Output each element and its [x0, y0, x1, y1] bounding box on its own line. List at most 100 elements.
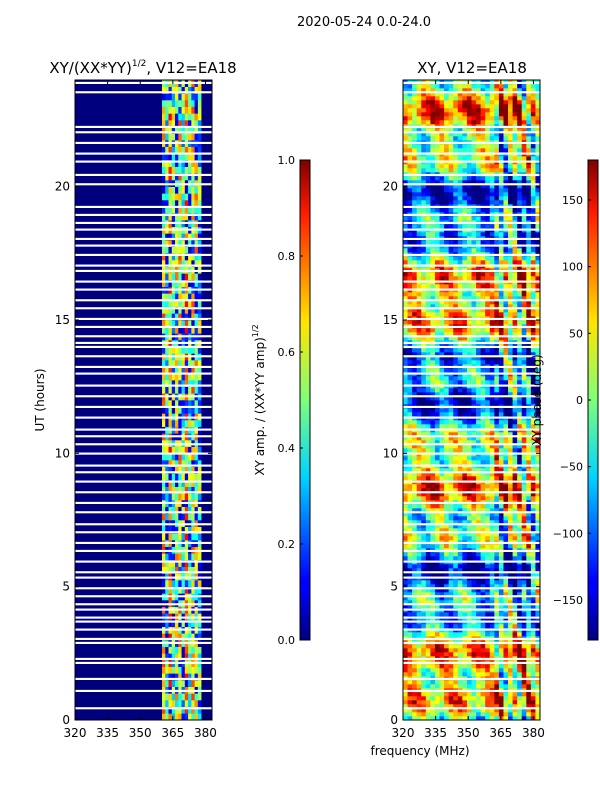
phase-heatmap-cell	[448, 232, 454, 237]
phase-heatmap-cell	[471, 272, 477, 277]
phase-heatmap-cell	[439, 508, 445, 513]
phase-heatmap-cell	[466, 704, 472, 709]
phase-heatmap-cell	[439, 572, 445, 577]
phase-heatmap-cell	[489, 624, 495, 629]
phase-heatmap-cell	[403, 648, 408, 653]
phase-heatmap-cell	[425, 652, 431, 657]
phase-heatmap-cell	[457, 240, 463, 245]
phase-heatmap-cell	[480, 592, 486, 597]
phase-heatmap-cell	[466, 512, 472, 517]
phase-heatmap-cell	[535, 396, 540, 401]
phase-heatmap-cell	[425, 568, 431, 573]
phase-heatmap-cell	[535, 444, 540, 449]
phase-heatmap-cell	[425, 332, 431, 337]
amp-heatmap-cell	[181, 446, 186, 454]
amp-heatmap-cell	[197, 100, 202, 107]
phase-heatmap-cell	[407, 644, 413, 649]
amp-heatmap-cell	[178, 240, 182, 247]
phase-heatmap-cell	[416, 716, 422, 720]
phase-heatmap-cell	[439, 224, 445, 229]
phase-heatmap-cell	[444, 348, 449, 353]
phase-heatmap-cell	[444, 312, 449, 317]
amp-heatmap-cell	[191, 466, 195, 474]
phase-heatmap-cell	[512, 368, 518, 373]
phase-heatmap-cell	[466, 568, 472, 573]
phase-heatmap-cell	[439, 512, 445, 517]
phase-heatmap-cell	[503, 224, 509, 229]
phase-heatmap-cell	[498, 588, 504, 593]
phase-heatmap-cell	[494, 424, 500, 429]
amp-heatmap-cell	[161, 213, 166, 221]
phase-heatmap-cell	[526, 536, 532, 541]
phase-heatmap-cell	[434, 356, 440, 361]
phase-heatmap-cell	[453, 440, 459, 445]
phase-heatmap-cell	[425, 544, 431, 549]
phase-heatmap-cell	[462, 664, 468, 669]
amp-heatmap-cell	[178, 106, 182, 114]
phase-heatmap-cell	[471, 672, 477, 677]
phase-heatmap-cell	[434, 584, 440, 589]
phase-heatmap-cell	[503, 388, 509, 393]
phase-heatmap-cell	[430, 612, 436, 617]
phase-heatmap-cell	[434, 232, 440, 237]
phase-heatmap-cell	[489, 336, 495, 341]
amp-heatmap-cell	[197, 253, 202, 261]
phase-heatmap-cell	[480, 584, 486, 589]
phase-heatmap-cell	[476, 224, 481, 229]
phase-heatmap-cell	[526, 472, 532, 477]
phase-heatmap-cell	[439, 336, 445, 341]
phase-heatmap-cell	[407, 240, 413, 245]
phase-heatmap-cell	[416, 664, 422, 669]
phase-heatmap-cell	[466, 368, 472, 373]
amp-heatmap-cell	[168, 633, 173, 641]
phase-heatmap-cell	[412, 392, 417, 397]
phase-heatmap-cell	[471, 484, 477, 489]
phase-heatmap-cell	[434, 432, 440, 437]
phase-heatmap-cell	[407, 468, 413, 473]
phase-heatmap-cell	[485, 512, 491, 517]
phase-heatmap-cell	[494, 524, 500, 529]
amp-heatmap-cell	[184, 366, 189, 374]
phase-heatmap-cell	[439, 276, 445, 281]
phase-heatmap-cell	[485, 296, 491, 301]
phase-heatmap-cell	[444, 588, 449, 593]
phase-heatmap-cell	[471, 692, 477, 697]
phase-heatmap-cell	[434, 492, 440, 497]
phase-heatmap-cell	[448, 712, 454, 717]
amp-heatmap-cell	[175, 586, 179, 594]
amp-heatmap-cell	[197, 120, 202, 127]
phase-heatmap-cell	[494, 600, 500, 605]
phase-heatmap-cell	[517, 284, 523, 289]
phase-heatmap-cell	[476, 408, 481, 413]
amp-heatmap-cell	[178, 513, 182, 521]
phase-heatmap-cell	[489, 424, 495, 429]
phase-heatmap-cell	[521, 400, 527, 405]
phase-heatmap-cell	[485, 368, 491, 373]
amp-heatmap-cell	[197, 526, 202, 534]
amp-flagged-row	[75, 571, 212, 574]
amp-heatmap-cell	[194, 100, 199, 107]
phase-heatmap-cell	[462, 632, 468, 637]
phase-heatmap-cell	[530, 644, 536, 649]
phase-heatmap-cell	[530, 564, 536, 569]
amp-heatmap-cell	[171, 300, 176, 307]
phase-heatmap-cell	[457, 484, 463, 489]
phase-heatmap-cell	[476, 520, 481, 525]
phase-heatmap-cell	[476, 444, 481, 449]
phase-heatmap-cell	[462, 300, 468, 305]
amp-heatmap-cell	[165, 533, 169, 541]
phase-heatmap-cell	[430, 488, 436, 493]
phase-heatmap-cell	[462, 308, 468, 313]
phase-heatmap-cell	[439, 380, 445, 385]
phase-heatmap-cell	[466, 604, 472, 609]
amp-heatmap-cell	[175, 380, 179, 387]
phase-heatmap-cell	[466, 520, 472, 525]
phase-heatmap-cell	[403, 248, 408, 253]
phase-heatmap-cell	[466, 320, 472, 325]
phase-heatmap-cell	[412, 504, 417, 509]
phase-heatmap-cell	[535, 708, 540, 713]
phase-heatmap-cell	[439, 520, 445, 525]
phase-heatmap-cell	[498, 472, 504, 477]
phase-heatmap-cell	[489, 596, 495, 601]
amp-heatmap-cell	[184, 193, 189, 201]
